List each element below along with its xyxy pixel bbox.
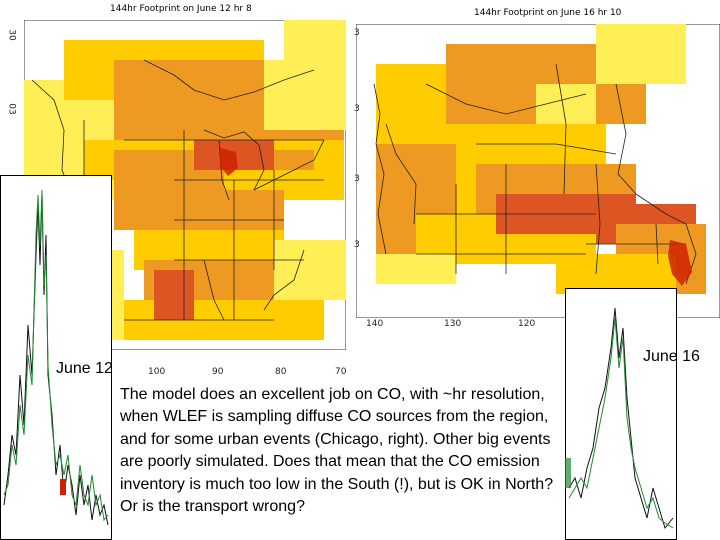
right-xtick-2: 130 [444, 319, 462, 329]
left-xtick-2: 90 [212, 367, 224, 377]
footprint-cell [274, 240, 346, 300]
left-xtick-4: 70 [335, 367, 347, 377]
right-model-line [568, 317, 674, 529]
left-xtick-1: 100 [148, 367, 166, 377]
right-timeseries-inset [565, 288, 677, 540]
right-footprint-map [356, 24, 720, 318]
right-ytick-2: 3 [354, 104, 360, 114]
left-xtick-3: 80 [275, 367, 287, 377]
left-ytick-2: 03 [6, 103, 17, 115]
right-ytick-1: 3 [354, 28, 360, 38]
right-hotspot [668, 240, 692, 286]
right-xtick-3: 120 [518, 319, 536, 329]
label-june-16: June 16 [643, 348, 700, 365]
left-timeseries-inset [0, 175, 112, 540]
footprint-cell [596, 24, 686, 84]
right-ytick-4: 3 [354, 240, 360, 250]
footprint-cell [114, 190, 284, 230]
right-map-title: 144hr Footprint on June 16 hr 10 [474, 8, 622, 18]
caption-text: The model does an excellent job on CO, w… [120, 386, 554, 516]
footprint-cell [376, 254, 456, 284]
left-hotspot [220, 148, 238, 176]
footprint-cell [154, 270, 194, 320]
footprint-cell [264, 60, 346, 130]
left-model-line [3, 189, 109, 522]
right-xtick-1: 140 [366, 319, 384, 329]
left-map-title: 144hr Footprint on June 12 hr 8 [110, 4, 252, 14]
label-june-12: June 12 [56, 360, 113, 377]
footprint-cell [556, 254, 676, 294]
right-obs-line [568, 307, 674, 530]
left-ytick-1: 30 [6, 29, 17, 41]
footprint-cell [284, 20, 346, 60]
left-footprint-map [24, 20, 346, 350]
right-ytick-3: 3 [354, 174, 360, 184]
